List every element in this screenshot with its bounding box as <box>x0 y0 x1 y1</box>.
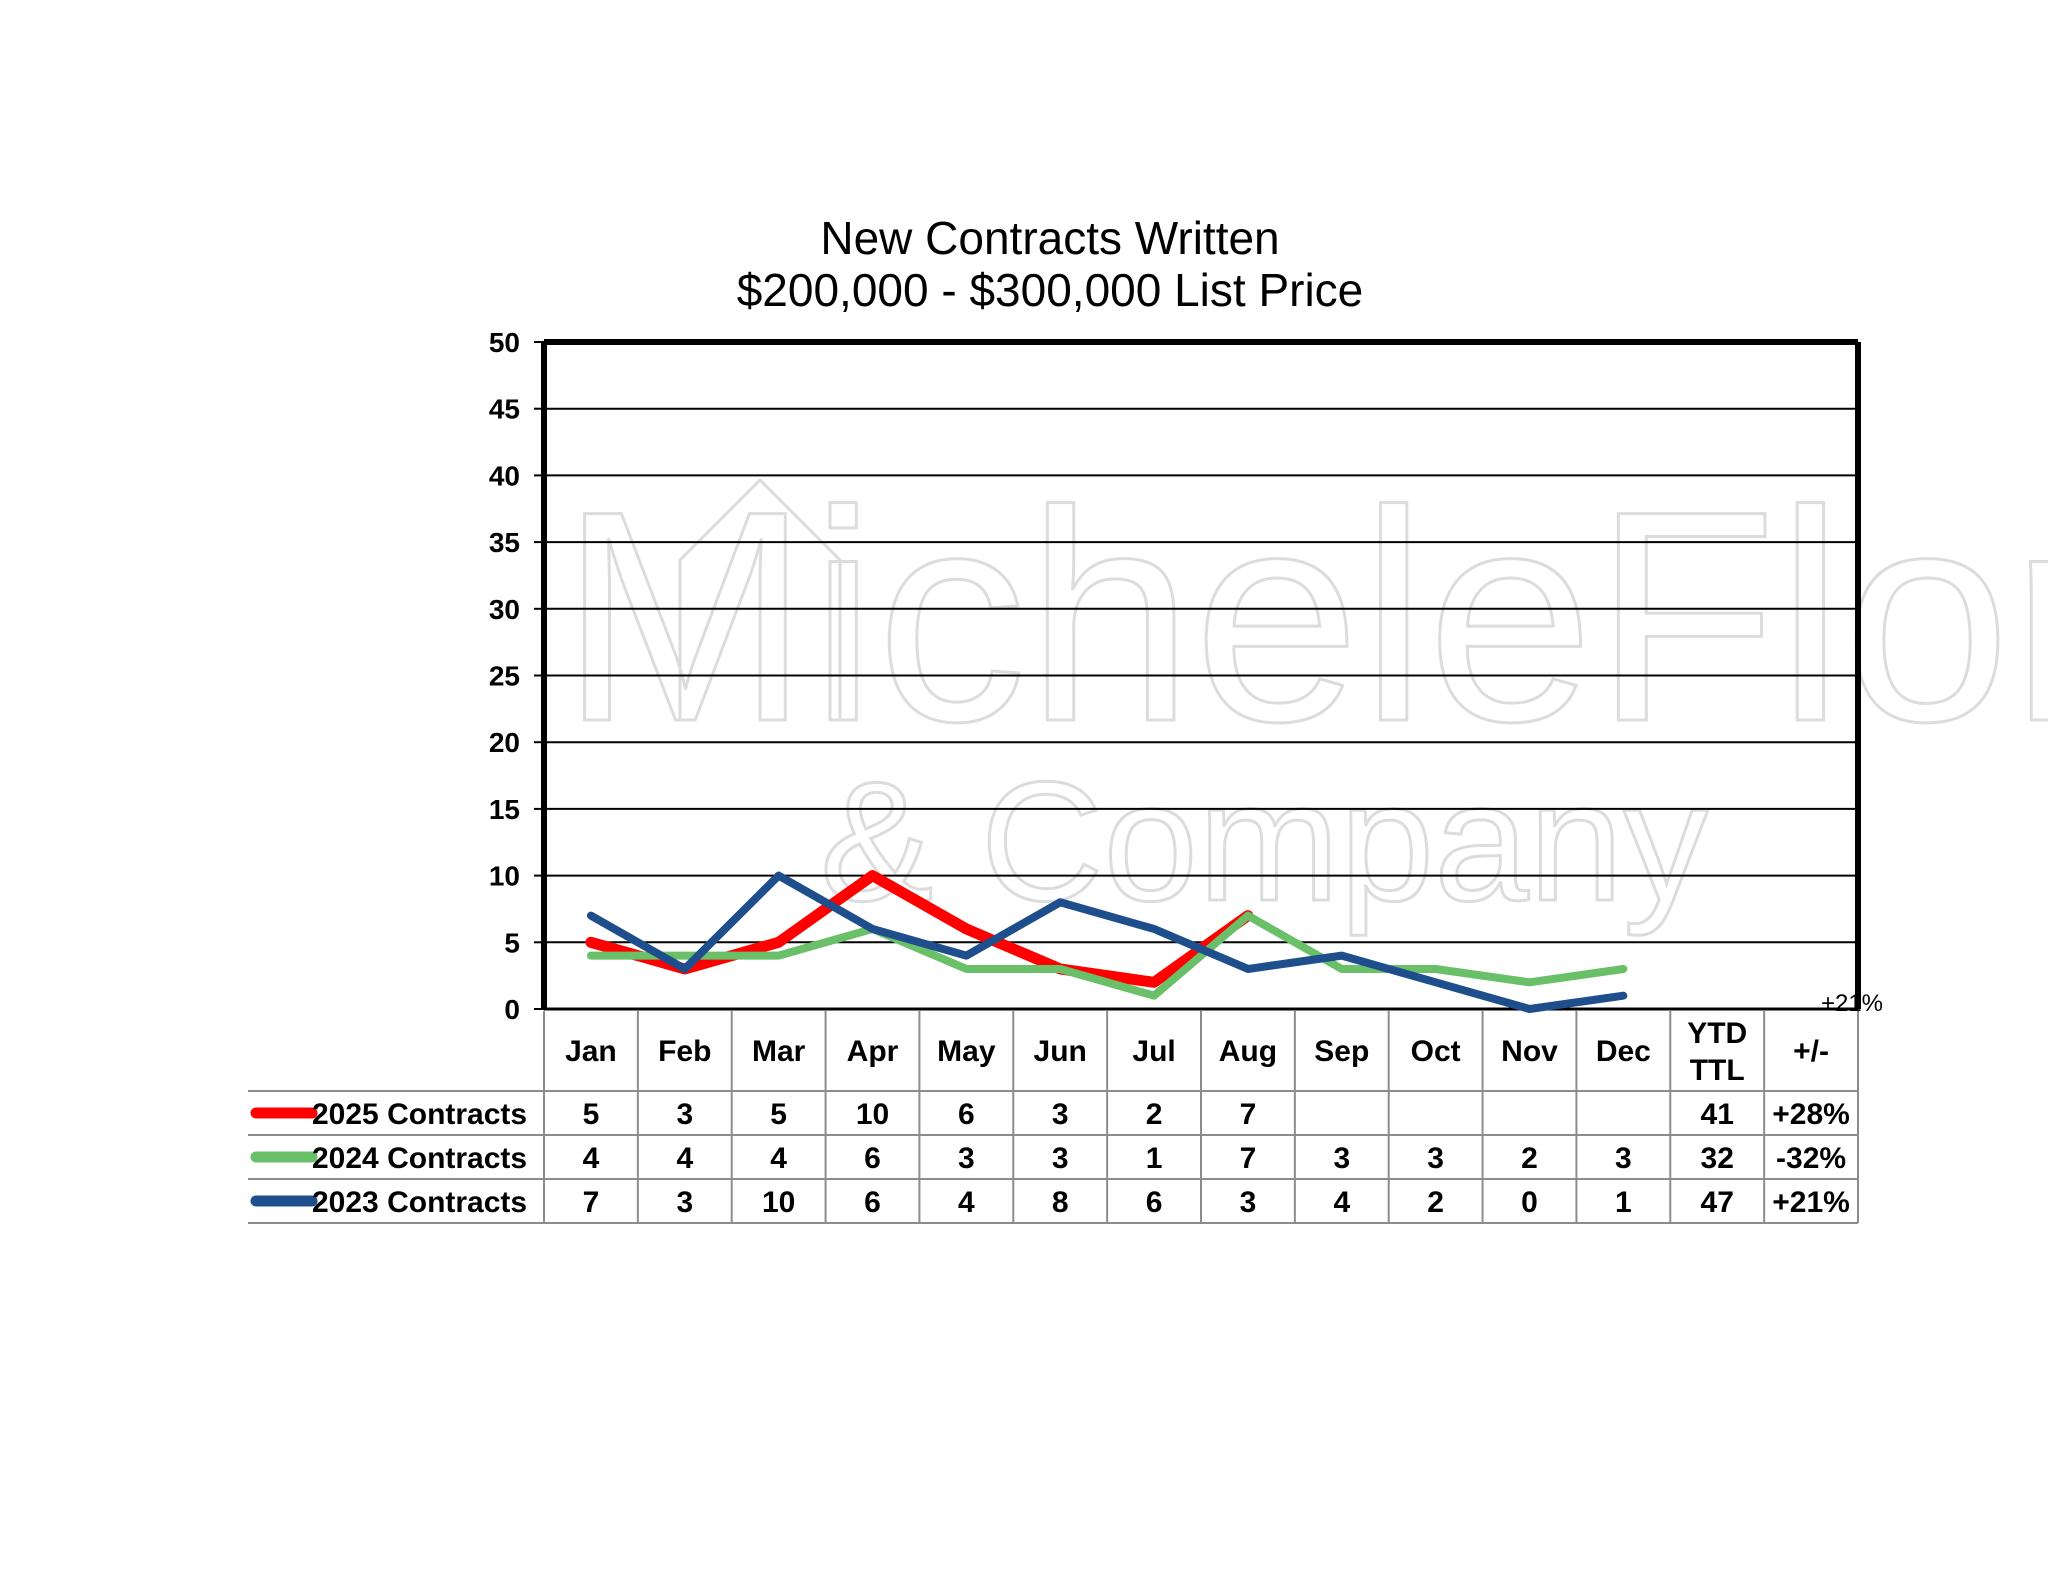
y-tick-label: 45 <box>489 394 520 425</box>
data-label: 2 <box>1146 1098 1163 1131</box>
x-tick-label: Nov <box>1501 1035 1558 1068</box>
y-tick-label: 30 <box>489 594 520 625</box>
ytd-value: 47 <box>1701 1186 1734 1219</box>
data-label: 5 <box>770 1098 787 1131</box>
data-label: 8 <box>1052 1186 1069 1219</box>
data-label: 4 <box>676 1142 693 1175</box>
data-label: 4 <box>958 1186 975 1219</box>
grid <box>541 339 1861 1011</box>
data-label: 0 <box>1521 1186 1538 1219</box>
series-lines <box>585 870 1628 1013</box>
series-line-2023 <box>586 871 1628 1013</box>
data-label: 4 <box>583 1142 600 1175</box>
x-tick-label: Feb <box>658 1035 711 1068</box>
data-label: 3 <box>676 1186 693 1219</box>
y-tick-label: 40 <box>489 460 520 491</box>
x-tick-label: Dec <box>1596 1035 1651 1068</box>
data-label: 3 <box>1240 1186 1257 1219</box>
y-tick-label: 25 <box>489 661 520 692</box>
x-tick-label: Sep <box>1314 1035 1369 1068</box>
data-label: 3 <box>1052 1142 1069 1175</box>
y-axis: 0 5 10 15 20 25 30 35 40 45 50 <box>489 327 544 1025</box>
chart-subtitle: $200,000 - $300,000 List Price <box>737 264 1364 316</box>
legend-label: 2025 Contracts <box>312 1098 527 1131</box>
x-tick-label: Apr <box>847 1035 899 1068</box>
x-tick-label: Mar <box>752 1035 806 1068</box>
series-line-2024 <box>586 911 1628 1000</box>
watermark-line1: MicheleFlory <box>560 448 2048 786</box>
data-label: 3 <box>1615 1142 1632 1175</box>
legend-label: 2023 Contracts <box>312 1186 527 1219</box>
data-label: 2 <box>1427 1186 1444 1219</box>
y-tick-label: 20 <box>489 727 520 758</box>
change-value: -32% <box>1776 1142 1846 1175</box>
data-label: 3 <box>1333 1142 1350 1175</box>
data-label: 3 <box>676 1098 693 1131</box>
data-label: 4 <box>1333 1186 1350 1219</box>
change-value: +28% <box>1772 1098 1850 1131</box>
x-tick-label: Jul <box>1132 1035 1175 1068</box>
data-label: 10 <box>762 1186 795 1219</box>
change-header: +/- <box>1793 1035 1829 1068</box>
data-label: 6 <box>958 1098 975 1131</box>
watermark-house-icon <box>678 477 842 720</box>
y-tick-label: 10 <box>489 861 520 892</box>
y-tick-label: 15 <box>489 794 520 825</box>
y-tick-label: 35 <box>489 527 520 558</box>
watermark-logo: MicheleFlory & Company <box>559 447 2048 939</box>
data-label: 7 <box>583 1186 600 1219</box>
data-label: 2 <box>1521 1142 1538 1175</box>
data-label: 6 <box>864 1142 881 1175</box>
x-tick-label: Oct <box>1411 1035 1461 1068</box>
data-label: 10 <box>856 1098 889 1131</box>
x-tick-label: May <box>937 1035 996 1068</box>
ytd-header-line2: TTL <box>1690 1054 1745 1087</box>
data-label: 3 <box>1427 1142 1444 1175</box>
legend-label: 2024 Contracts <box>312 1142 527 1175</box>
data-label: 6 <box>1146 1186 1163 1219</box>
data-table: Jan Feb Mar Apr May Jun Jul Aug Sep Oct Nov Dec YTD T… <box>248 1011 1859 1224</box>
data-label: 7 <box>1240 1142 1257 1175</box>
data-label: 7 <box>1240 1098 1257 1131</box>
ytd-value: 32 <box>1701 1142 1734 1175</box>
data-label: 6 <box>864 1186 881 1219</box>
data-label: 1 <box>1615 1186 1632 1219</box>
watermark-line2: & Company <box>820 747 1708 937</box>
series-line-2025 <box>585 870 1254 988</box>
y-tick-label: 50 <box>489 327 520 358</box>
ytd-header-line1: YTD <box>1687 1017 1747 1050</box>
y-tick-label: 0 <box>504 994 520 1025</box>
change-value: +21% <box>1772 1186 1850 1219</box>
data-label: 4 <box>770 1142 787 1175</box>
ytd-value: 41 <box>1701 1098 1734 1131</box>
data-label: 3 <box>1052 1098 1069 1131</box>
chart-title: New Contracts Written <box>820 212 1279 264</box>
x-tick-label: Jan <box>565 1035 617 1068</box>
data-label: 3 <box>958 1142 975 1175</box>
x-tick-label: Aug <box>1219 1035 1277 1068</box>
x-tick-label: Jun <box>1034 1035 1087 1068</box>
data-label: 1 <box>1146 1142 1163 1175</box>
y-tick-label: 5 <box>504 927 520 958</box>
data-label: 5 <box>583 1098 600 1131</box>
annotation-label: +21% <box>1821 990 1883 1017</box>
